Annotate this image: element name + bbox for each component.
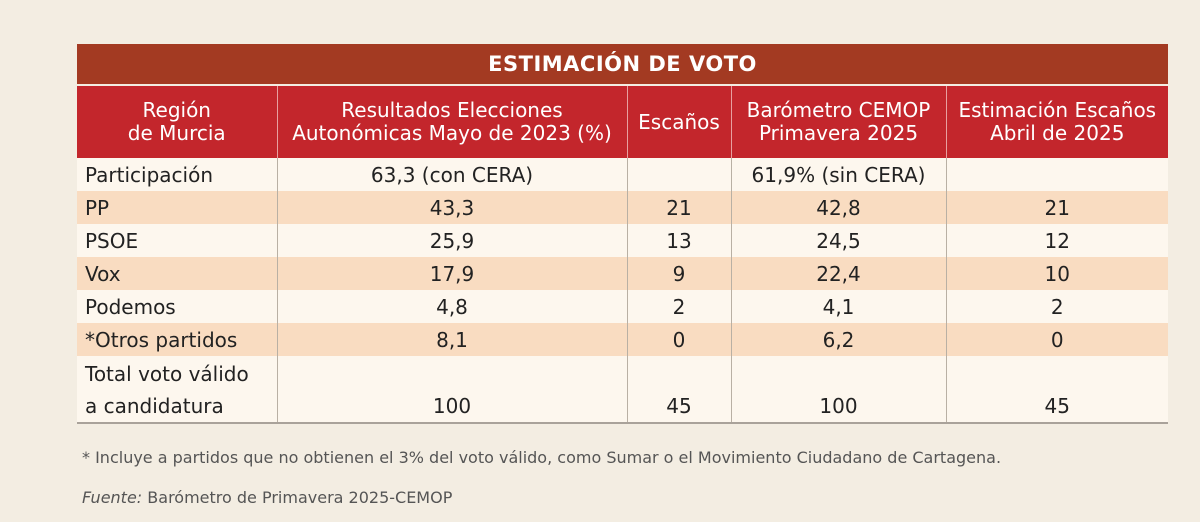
- cell: 9: [627, 257, 732, 290]
- cell: 4,1: [731, 290, 947, 323]
- cell: [627, 158, 732, 191]
- source-label: Fuente:: [82, 488, 143, 507]
- cell: 2: [946, 290, 1169, 323]
- source: Fuente: Barómetro de Primavera 2025-CEMO…: [82, 488, 452, 507]
- vote-table: ESTIMACIÓN DE VOTO Región de Murcia Resul…: [77, 44, 1169, 424]
- row-label: Total voto válido a candidatura: [77, 356, 278, 423]
- cell: 10: [946, 257, 1169, 290]
- table-row: Participación 63,3 (con CERA) 61,9% (sin C…: [77, 158, 1169, 191]
- row-label: Vox: [77, 257, 278, 290]
- table-row: PSOE 25,9 13 24,5 12: [77, 224, 1169, 257]
- cell: 42,8: [731, 191, 947, 224]
- table-body: Participación 63,3 (con CERA) 61,9% (sin C…: [77, 158, 1169, 423]
- cell: 4,8: [277, 290, 628, 323]
- cell: 0: [946, 323, 1169, 356]
- row-label: Podemos: [77, 290, 278, 323]
- cell: 100: [731, 356, 947, 423]
- cell: 8,1: [277, 323, 628, 356]
- table-row: Vox 17,9 9 22,4 10: [77, 257, 1169, 290]
- table-row: *Otros partidos 8,1 0 6,2 0: [77, 323, 1169, 356]
- cell: 6,2: [731, 323, 947, 356]
- header-cell: Barómetro CEMOP Primavera 2025: [731, 85, 947, 158]
- cell: 43,3: [277, 191, 628, 224]
- table-row: Total voto válido a candidatura 100 45 100 4…: [77, 356, 1169, 423]
- header-cell: Escaños: [627, 85, 732, 158]
- source-text: Barómetro de Primavera 2025-CEMOP: [147, 488, 453, 507]
- table-row: Podemos 4,8 2 4,1 2: [77, 290, 1169, 323]
- table-title: ESTIMACIÓN DE VOTO: [77, 44, 1169, 86]
- cell: 22,4: [731, 257, 947, 290]
- cell: 0: [627, 323, 732, 356]
- cell: 63,3 (con CERA): [277, 158, 628, 191]
- cell: 45: [627, 356, 732, 423]
- header-cell: Región de Murcia: [77, 85, 278, 158]
- table-row: PP 43,3 21 42,8 21: [77, 191, 1169, 224]
- cell: [946, 158, 1169, 191]
- cell: 21: [946, 191, 1169, 224]
- cell: 100: [277, 356, 628, 423]
- title-row: ESTIMACIÓN DE VOTO: [77, 44, 1169, 86]
- row-label: *Otros partidos: [77, 323, 278, 356]
- header-cell: Estimación Escaños Abril de 2025: [946, 85, 1169, 158]
- cell: 13: [627, 224, 732, 257]
- cell: 17,9: [277, 257, 628, 290]
- row-label: PP: [77, 191, 278, 224]
- footnote: * Incluye a partidos que no obtienen el …: [82, 448, 1002, 467]
- cell: 21: [627, 191, 732, 224]
- header-row: Región de Murcia Resultados Elecciones Au…: [77, 85, 1169, 158]
- header-cell: Resultados Elecciones Autonómicas Mayo d…: [277, 85, 628, 158]
- row-label: Participación: [77, 158, 278, 191]
- cell: 2: [627, 290, 732, 323]
- row-label: PSOE: [77, 224, 278, 257]
- cell: 45: [946, 356, 1169, 423]
- cell: 61,9% (sin CERA): [731, 158, 947, 191]
- cell: 25,9: [277, 224, 628, 257]
- cell: 12: [946, 224, 1169, 257]
- cell: 24,5: [731, 224, 947, 257]
